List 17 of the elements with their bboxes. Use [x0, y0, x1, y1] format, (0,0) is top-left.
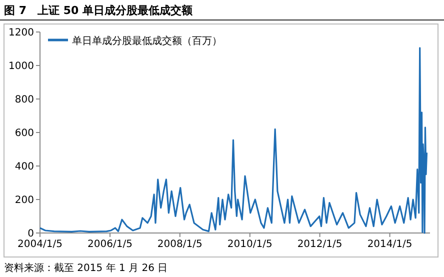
line-series [39, 47, 428, 234]
y-tick-label: 1000 [8, 61, 34, 72]
legend-label: 单日单成分股最低成交额（百万） [72, 35, 222, 47]
y-tick-label: 200 [14, 195, 34, 206]
y-tick-label: 400 [14, 162, 34, 172]
y-tick-label: 1200 [8, 28, 34, 38]
y-tick-label: 0 [28, 228, 34, 240]
x-tick-label: 2012/1/5 [297, 239, 342, 250]
text: 资料来源：截至 2015 年 1 月 26 日 [4, 262, 168, 274]
x-tick-label: 2006/1/5 [88, 239, 132, 250]
x-tick-label: 2004/1/5 [18, 239, 62, 250]
x-tick-label: 2014/1/5 [367, 239, 412, 250]
chart-title: 图 7 上证 50 单日成分股最低成交额 [4, 4, 194, 17]
x-tick-label: 2008/1/5 [157, 239, 202, 250]
y-tick-label: 600 [14, 128, 34, 139]
y-tick-label: 800 [14, 94, 34, 106]
x-tick-label: 2010/1/5 [227, 239, 272, 250]
